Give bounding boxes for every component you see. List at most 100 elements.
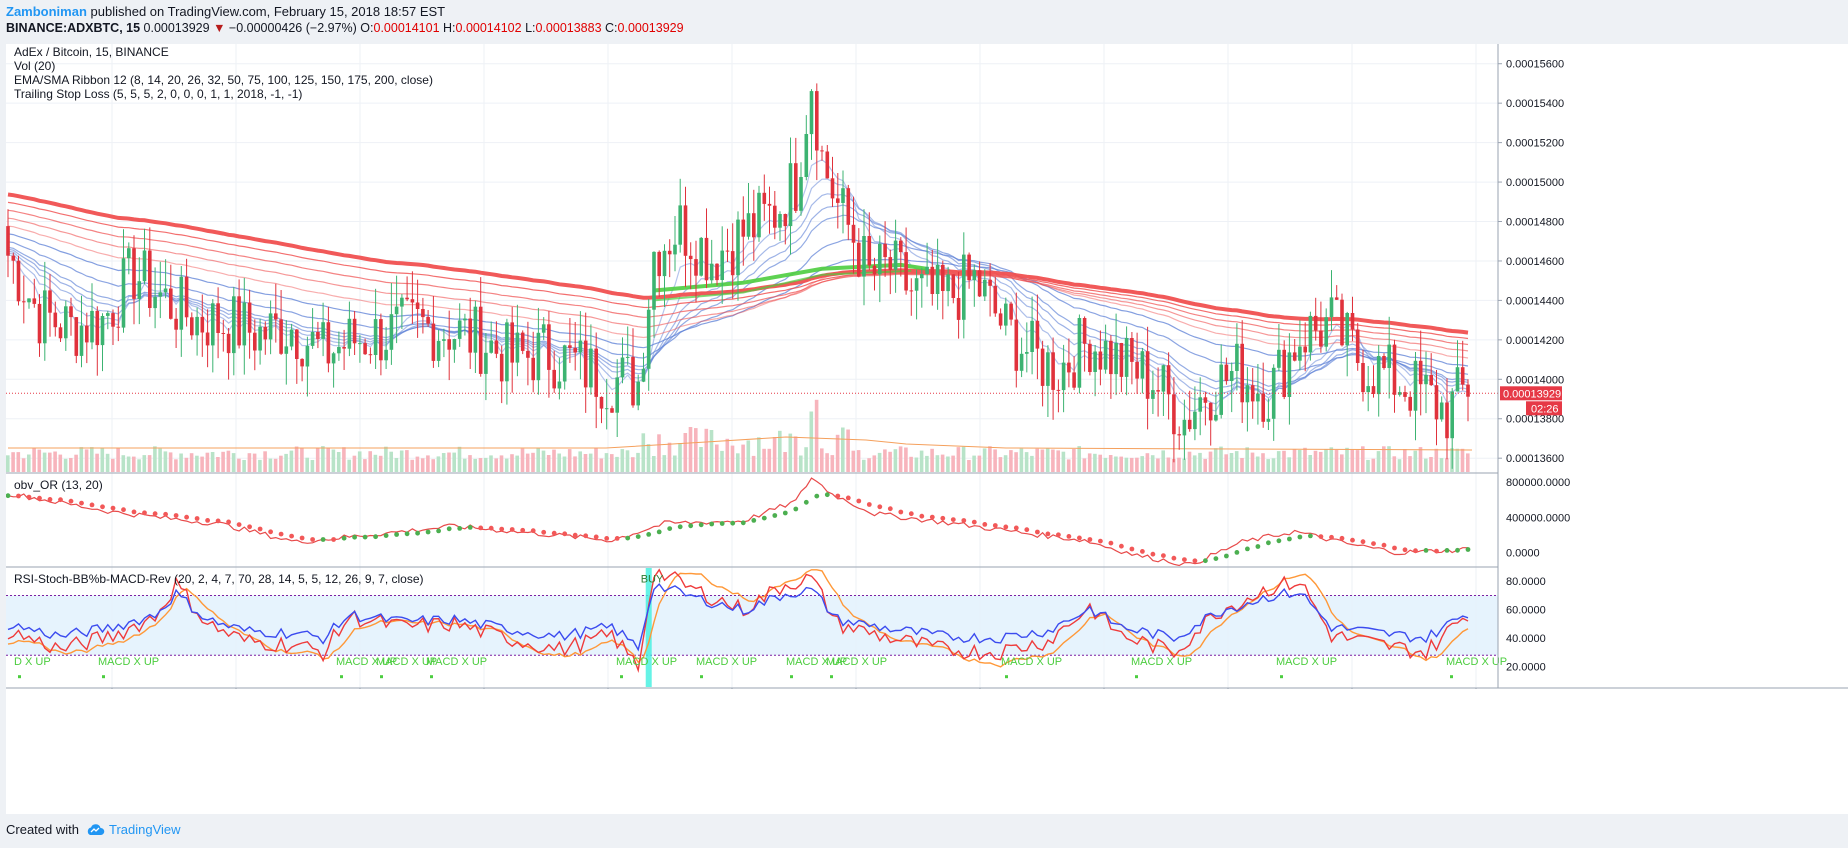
volume-bar xyxy=(788,433,793,472)
volume-bar xyxy=(200,456,204,472)
obv-dot xyxy=(488,525,494,531)
candle-body xyxy=(184,276,189,318)
volume-bar xyxy=(1014,452,1018,472)
candle-body xyxy=(32,298,37,304)
author-link[interactable]: Zamboniman xyxy=(6,4,87,19)
candle-body xyxy=(988,279,992,286)
obv-dot xyxy=(824,492,830,498)
volume-bar xyxy=(972,455,976,472)
trailing-stop-green-2 xyxy=(653,269,912,302)
candle-body xyxy=(1103,340,1108,370)
candlesticks[interactable] xyxy=(6,83,1498,469)
volume-bar xyxy=(610,454,614,472)
candle-body xyxy=(142,250,147,282)
candle-body xyxy=(90,310,94,343)
macd-cross-marker xyxy=(830,675,833,679)
candle-body xyxy=(352,318,357,344)
volume-bar xyxy=(1303,447,1307,472)
volume-bar xyxy=(1429,457,1433,472)
candle-body xyxy=(1376,356,1381,395)
price-tick-label: 0.00014600 xyxy=(1506,256,1564,268)
candle-body xyxy=(562,345,567,382)
candle-body xyxy=(221,333,226,334)
candle-body xyxy=(205,332,210,346)
obv-dot xyxy=(1203,558,1208,564)
volume-bar xyxy=(1171,459,1176,472)
volume-bar xyxy=(1114,456,1118,472)
volume-bar xyxy=(321,446,325,472)
volume-bar xyxy=(562,456,567,472)
volume-bar xyxy=(1355,450,1360,472)
obv-dot xyxy=(1224,553,1229,559)
candle-body xyxy=(888,257,893,270)
obv-dot xyxy=(1413,548,1418,554)
volume-bar xyxy=(1166,457,1171,472)
volume-bar xyxy=(1392,456,1397,472)
macd-cross-label: MACD X UP xyxy=(1131,656,1192,668)
candle-body xyxy=(694,259,698,276)
volume-bar xyxy=(1297,450,1302,472)
obv-tick-label: 800000.0000 xyxy=(1506,477,1570,489)
candle-body xyxy=(1166,365,1171,395)
candle-body xyxy=(1093,351,1097,372)
symbol-line: BINANCE:ADXBTC, 15 0.00013929 ▼ −0.00000… xyxy=(6,21,684,35)
candle-body xyxy=(662,250,667,277)
obv-dot xyxy=(509,527,515,532)
obv-dot xyxy=(740,520,746,526)
volume-bar xyxy=(1161,450,1165,472)
volume-bar xyxy=(352,455,357,472)
volume-bar xyxy=(799,455,803,472)
candle-body xyxy=(773,205,777,228)
candle-body xyxy=(547,324,551,370)
candle-body xyxy=(58,327,63,339)
down-arrow-icon: ▼ xyxy=(213,21,226,35)
obv-dot xyxy=(1056,532,1061,538)
candle-body xyxy=(972,270,977,281)
chart-area[interactable]: D X UP MACD X UP MACD X UP MACD X UP MACD X … xyxy=(5,44,1848,814)
obv-pane[interactable] xyxy=(5,472,1498,567)
candle-body xyxy=(1203,397,1208,403)
candle-body xyxy=(279,319,283,354)
volume-bar xyxy=(357,451,362,472)
candle-body xyxy=(925,266,929,274)
volume-bar xyxy=(636,452,640,472)
obv-dot xyxy=(772,513,778,518)
candle-body xyxy=(489,340,493,353)
volume-bar xyxy=(1366,459,1370,472)
candle-body xyxy=(321,322,325,339)
candle-body xyxy=(174,318,178,330)
candle-body xyxy=(962,254,966,320)
candle-body xyxy=(1030,320,1034,352)
candle-body xyxy=(804,134,809,177)
volume-bar xyxy=(1056,450,1060,472)
candle-body xyxy=(767,203,772,206)
volume-bar xyxy=(820,448,824,472)
obv-dot xyxy=(593,534,599,540)
candle-body xyxy=(673,244,677,255)
volume-bar xyxy=(1051,449,1055,472)
obv-dot xyxy=(1182,557,1187,562)
volume-bar xyxy=(1234,451,1239,472)
volume-bar xyxy=(988,446,992,472)
candle-body xyxy=(79,325,84,356)
candle-body xyxy=(520,332,525,351)
obv-dot xyxy=(530,528,536,534)
candle-body xyxy=(179,276,184,330)
candle-body xyxy=(27,298,31,303)
obv-dot xyxy=(121,507,126,513)
rsi-tick-label: 60.0000 xyxy=(1506,605,1546,617)
price-tick-label: 0.00014400 xyxy=(1506,295,1564,307)
candle-body xyxy=(1135,361,1139,379)
obv-tick-label: 0.0000 xyxy=(1506,548,1540,560)
volume-bar xyxy=(715,444,719,472)
obv-dot xyxy=(142,510,147,516)
volume-bar xyxy=(1119,456,1123,472)
volume-bar xyxy=(478,458,483,472)
candle-body xyxy=(657,251,661,277)
candle-body xyxy=(720,250,724,280)
obv-dot xyxy=(604,536,610,541)
volume-bar xyxy=(1324,449,1328,472)
tradingview-link[interactable]: TradingView xyxy=(85,822,181,837)
